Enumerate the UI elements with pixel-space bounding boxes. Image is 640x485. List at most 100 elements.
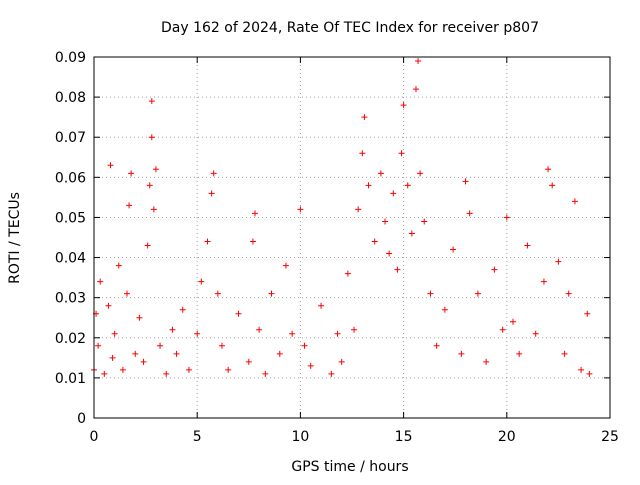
- y-tick-label: 0.04: [55, 251, 86, 267]
- data-point: [194, 330, 201, 337]
- data-point: [586, 370, 593, 377]
- data-point: [115, 262, 122, 269]
- data-point: [545, 166, 552, 173]
- y-tick-label: 0.05: [55, 210, 86, 226]
- data-point: [97, 278, 104, 285]
- data-point: [218, 342, 225, 349]
- data-point: [516, 350, 523, 357]
- data-point: [503, 214, 510, 221]
- y-tick-label: 0.09: [55, 50, 86, 66]
- y-tick-label: 0.08: [55, 90, 86, 106]
- x-tick-label: 10: [291, 429, 309, 445]
- data-point: [371, 238, 378, 245]
- data-point: [415, 58, 422, 65]
- data-point: [119, 366, 126, 373]
- data-point: [466, 210, 473, 217]
- data-point: [382, 218, 389, 225]
- y-tick-label: 0.02: [55, 331, 86, 347]
- data-point: [561, 350, 568, 357]
- data-point: [427, 290, 434, 297]
- grid-lines: [94, 57, 610, 418]
- data-point: [421, 218, 428, 225]
- data-point: [578, 366, 585, 373]
- data-point: [128, 170, 135, 177]
- data-point: [136, 314, 143, 321]
- x-tick-label: 25: [601, 429, 619, 445]
- x-tick-label: 15: [395, 429, 413, 445]
- x-tick-label: 20: [498, 429, 516, 445]
- data-point: [524, 242, 531, 249]
- data-point: [386, 250, 393, 257]
- data-point: [140, 358, 147, 365]
- data-point: [152, 166, 159, 173]
- data-point: [390, 190, 397, 197]
- data-point: [334, 330, 341, 337]
- data-point: [214, 290, 221, 297]
- data-point: [124, 290, 131, 297]
- data-point: [398, 150, 405, 157]
- data-point: [251, 210, 258, 217]
- data-point: [344, 270, 351, 277]
- data-point: [169, 326, 176, 333]
- data-point: [225, 366, 232, 373]
- data-point: [400, 102, 407, 109]
- data-point: [173, 350, 180, 357]
- data-point: [249, 238, 256, 245]
- data-point: [549, 182, 556, 189]
- data-point: [101, 370, 108, 377]
- data-point: [268, 290, 275, 297]
- data-point: [359, 150, 366, 157]
- data-point: [499, 326, 506, 333]
- data-point: [307, 362, 314, 369]
- data-point: [179, 306, 186, 313]
- data-point: [148, 134, 155, 141]
- data-point: [210, 170, 217, 177]
- data-point: [483, 358, 490, 365]
- data-point: [105, 302, 112, 309]
- data-point: [571, 198, 578, 205]
- x-tick-label: 0: [90, 429, 99, 445]
- data-point: [95, 342, 102, 349]
- data-point: [111, 330, 118, 337]
- data-point: [245, 358, 252, 365]
- data-point: [301, 342, 308, 349]
- plot-frame: [93, 56, 611, 419]
- axis-ticks: 0 5 10 15 20 25 0 0.01 0.02 0.03 0.04 0.05 0.06 0.07 0…: [55, 50, 619, 445]
- data-points: [91, 58, 593, 377]
- y-axis-label: ROTI / TECUs: [7, 192, 23, 284]
- data-point: [282, 262, 289, 269]
- data-point: [491, 266, 498, 273]
- data-point: [318, 302, 325, 309]
- x-tick-label: 5: [193, 429, 202, 445]
- data-point: [474, 290, 481, 297]
- data-point: [198, 278, 205, 285]
- data-point: [297, 206, 304, 213]
- data-point: [509, 318, 516, 325]
- data-point: [289, 330, 296, 337]
- data-point: [417, 170, 424, 177]
- chart-title: Day 162 of 2024, Rate Of TEC Index for r…: [161, 20, 539, 36]
- data-point: [338, 358, 345, 365]
- data-point: [377, 170, 384, 177]
- data-point: [126, 202, 133, 209]
- data-point: [150, 206, 157, 213]
- data-point: [394, 266, 401, 273]
- data-point: [565, 290, 572, 297]
- data-point: [361, 114, 368, 121]
- data-point: [235, 310, 242, 317]
- y-tick-label: 0.07: [55, 130, 86, 146]
- data-point: [555, 258, 562, 265]
- data-point: [204, 238, 211, 245]
- data-point: [532, 330, 539, 337]
- data-point: [584, 310, 591, 317]
- data-point: [107, 162, 114, 169]
- data-point: [355, 206, 362, 213]
- y-tick-label: 0.01: [55, 371, 86, 387]
- data-point: [256, 326, 263, 333]
- y-tick-label: 0.06: [55, 170, 86, 186]
- data-point: [433, 342, 440, 349]
- data-point: [412, 86, 419, 93]
- data-point: [404, 182, 411, 189]
